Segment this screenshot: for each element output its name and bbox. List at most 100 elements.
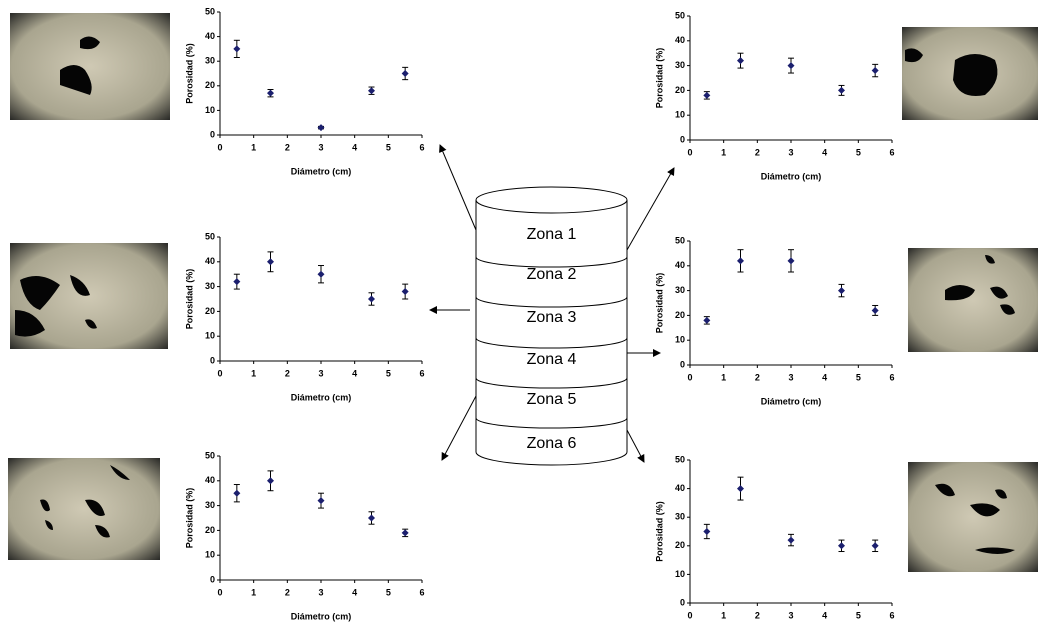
- x-tick-label: 1: [251, 142, 256, 152]
- point: [267, 258, 274, 265]
- x-tick-label: 0: [687, 372, 692, 382]
- x-axis-label: Diámetro (cm): [291, 611, 352, 621]
- photo: [8, 458, 160, 560]
- x-tick-label: 4: [822, 147, 827, 157]
- point: [703, 317, 710, 324]
- y-tick-label: 20: [675, 85, 685, 95]
- y-tick-label: 0: [210, 355, 215, 365]
- x-tick-label: 2: [755, 610, 760, 620]
- point: [737, 257, 744, 264]
- x-tick-label: 4: [352, 587, 357, 597]
- y-tick-label: 0: [680, 359, 685, 369]
- x-tick-label: 4: [352, 368, 357, 378]
- x-tick-label: 5: [386, 368, 391, 378]
- x-tick-label: 2: [285, 142, 290, 152]
- y-tick-label: 0: [210, 574, 215, 584]
- figure: Zona 1Zona 2Zona 3Zona 4Zona 5Zona 6 010…: [0, 0, 1038, 629]
- point: [368, 296, 375, 303]
- point: [368, 87, 375, 94]
- point: [402, 288, 409, 295]
- point: [267, 477, 274, 484]
- zone-label: Zona 3: [527, 309, 577, 326]
- y-tick-label: 50: [675, 235, 685, 245]
- x-tick-label: 3: [788, 610, 793, 620]
- x-tick-label: 3: [788, 147, 793, 157]
- point: [318, 271, 325, 278]
- point: [838, 87, 845, 94]
- x-tick-label: 4: [822, 610, 827, 620]
- y-tick-label: 30: [205, 56, 215, 66]
- point: [318, 497, 325, 504]
- y-tick-label: 40: [675, 260, 685, 270]
- point: [233, 45, 240, 52]
- x-tick-label: 0: [217, 587, 222, 597]
- point: [788, 537, 795, 544]
- x-axis-label: Diámetro (cm): [291, 392, 352, 402]
- point: [872, 67, 879, 74]
- zone-label: Zona 1: [527, 226, 577, 243]
- x-tick-label: 3: [788, 372, 793, 382]
- point: [402, 70, 409, 77]
- y-axis-label: Porosidad (%): [654, 48, 664, 109]
- photo: [908, 248, 1038, 352]
- x-axis-label: Diámetro (cm): [291, 166, 352, 176]
- point: [838, 542, 845, 549]
- x-tick-label: 3: [318, 142, 323, 152]
- x-tick-label: 4: [822, 372, 827, 382]
- zone-label: Zona 2: [527, 266, 577, 283]
- photo: [10, 243, 168, 349]
- y-tick-label: 30: [675, 285, 685, 295]
- photo: [908, 462, 1038, 572]
- zone-label: Zona 4: [527, 351, 577, 368]
- zone-label: Zona 6: [527, 435, 577, 452]
- point: [402, 529, 409, 536]
- y-tick-label: 50: [675, 10, 685, 20]
- x-tick-label: 0: [217, 142, 222, 152]
- point: [737, 485, 744, 492]
- x-tick-label: 4: [352, 142, 357, 152]
- x-tick-label: 2: [285, 368, 290, 378]
- point: [368, 515, 375, 522]
- y-tick-label: 20: [675, 540, 685, 550]
- x-tick-label: 0: [687, 610, 692, 620]
- y-tick-label: 10: [675, 335, 685, 345]
- y-tick-label: 20: [205, 306, 215, 316]
- y-tick-label: 0: [680, 134, 685, 144]
- point: [703, 528, 710, 535]
- y-tick-label: 10: [675, 110, 685, 120]
- y-tick-label: 40: [205, 31, 215, 41]
- y-tick-label: 30: [675, 512, 685, 522]
- y-tick-label: 10: [675, 569, 685, 579]
- x-tick-label: 5: [856, 372, 861, 382]
- y-tick-label: 20: [205, 80, 215, 90]
- y-tick-label: 10: [205, 550, 215, 560]
- y-tick-label: 20: [675, 310, 685, 320]
- point: [703, 92, 710, 99]
- y-axis-label: Porosidad (%): [184, 43, 194, 104]
- point: [872, 307, 879, 314]
- point: [737, 57, 744, 64]
- x-tick-label: 1: [251, 368, 256, 378]
- y-tick-label: 30: [675, 60, 685, 70]
- point: [233, 278, 240, 285]
- y-axis-label: Porosidad (%): [184, 488, 194, 549]
- x-axis-label: Diámetro (cm): [761, 396, 822, 406]
- x-tick-label: 0: [217, 368, 222, 378]
- x-tick-label: 6: [889, 147, 894, 157]
- y-tick-label: 50: [205, 231, 215, 241]
- y-tick-label: 30: [205, 281, 215, 291]
- y-tick-label: 0: [210, 129, 215, 139]
- x-tick-label: 6: [889, 372, 894, 382]
- photo: [902, 27, 1038, 120]
- y-tick-label: 10: [205, 331, 215, 341]
- x-tick-label: 1: [251, 587, 256, 597]
- x-tick-label: 1: [721, 372, 726, 382]
- point: [788, 62, 795, 69]
- y-tick-label: 0: [680, 597, 685, 607]
- y-tick-label: 30: [205, 500, 215, 510]
- x-tick-label: 5: [386, 142, 391, 152]
- y-tick-label: 10: [205, 105, 215, 115]
